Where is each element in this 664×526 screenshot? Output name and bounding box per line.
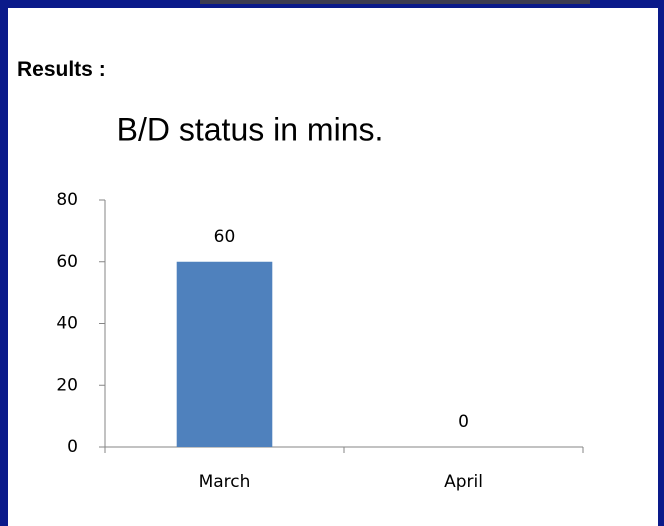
- y-tick-label: 40: [56, 314, 78, 334]
- y-tick-label: 60: [56, 252, 78, 272]
- data-label: 0: [458, 412, 469, 432]
- x-tick-label: March: [199, 472, 251, 492]
- x-tick-label: April: [444, 472, 483, 492]
- y-tick-label: 20: [56, 375, 78, 395]
- bar: [177, 262, 273, 447]
- chart: B/D status in mins. 0 20 40 60 80 March 60 Apri…: [0, 0, 664, 526]
- slide: Results : B/D status in mins. 020406080M…: [0, 0, 664, 526]
- chart-title: B/D status in mins.: [117, 111, 384, 147]
- y-tick-label: 0: [67, 437, 78, 457]
- data-label: 60: [214, 227, 236, 247]
- y-tick-label: 80: [56, 190, 78, 210]
